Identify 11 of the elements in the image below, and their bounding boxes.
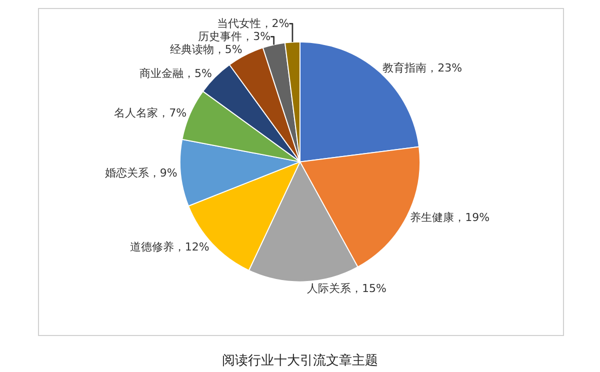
slice-label: 当代女性，2%: [216, 17, 290, 30]
slice-label: 人际关系，15%: [307, 282, 386, 295]
slice-label: 教育指南，23%: [382, 62, 462, 75]
text: 阅读行业十大引流文章主题: [222, 352, 378, 369]
slice-label: 商业金融，5%: [139, 67, 212, 80]
slice-label: 名人名家，7%: [114, 106, 187, 120]
slice-label: 历史事件，3%: [198, 30, 271, 44]
slice-label: 婚恋关系，9%: [104, 166, 178, 180]
slice-label: 经典读物，5%: [170, 43, 242, 56]
slice-label: 道德修养，12%: [130, 240, 210, 254]
slice-label: 养生健康，19%: [410, 211, 490, 224]
